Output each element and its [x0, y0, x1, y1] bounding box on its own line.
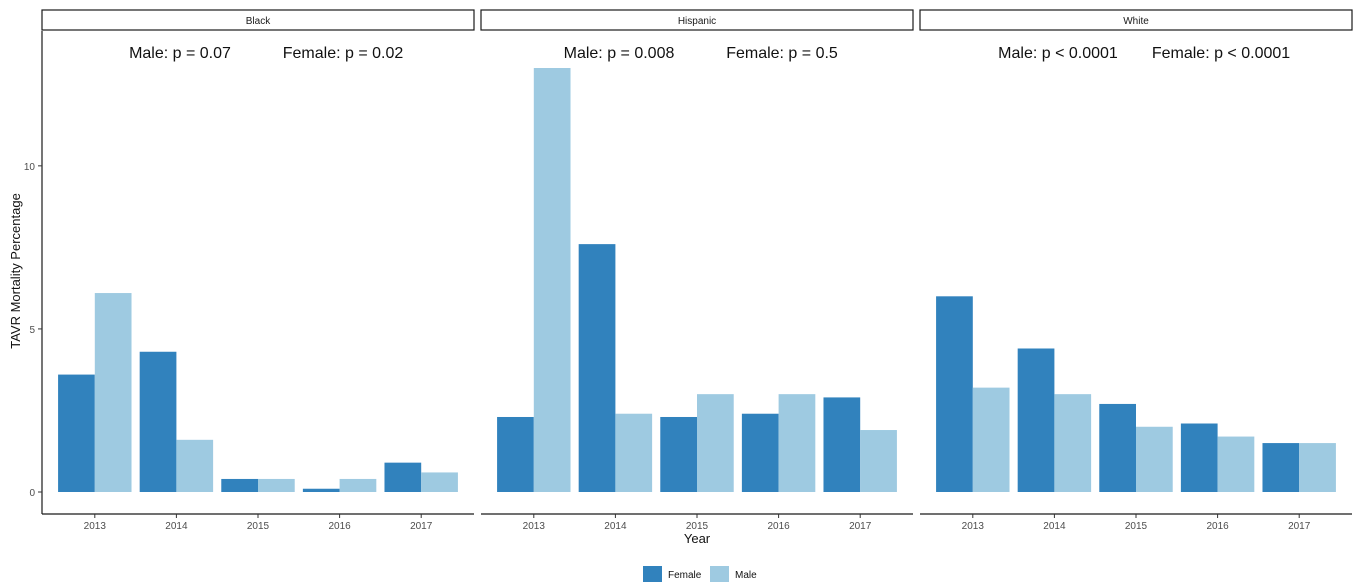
- bar-female-2014: [139, 351, 177, 492]
- bar-male-2017: [860, 430, 897, 492]
- male-p-annotation: Male: p < 0.0001: [998, 45, 1118, 62]
- x-axis-title: Year: [684, 531, 711, 546]
- strip-label: Black: [246, 16, 271, 27]
- strip-box: [919, 9, 1353, 31]
- male-p-annotation: Male: p = 0.07: [129, 45, 231, 62]
- x-tick-label: 2015: [247, 521, 270, 532]
- bar-female-2015: [221, 478, 258, 492]
- male-p-annotation: Male: p = 0.008: [564, 45, 675, 62]
- legend-label-female: Female: [668, 570, 702, 581]
- strip-label: Hispanic: [678, 16, 716, 27]
- legend-key-female: [643, 566, 662, 582]
- x-tick-label: 2015: [1125, 521, 1148, 532]
- bar-male-2014: [615, 413, 653, 492]
- strip-box: [480, 9, 914, 31]
- bar-female-2017: [384, 462, 422, 492]
- bar-female-2013: [58, 374, 95, 492]
- x-tick-label: 2015: [686, 521, 709, 532]
- bar-male-2016: [339, 478, 377, 492]
- x-tick-label: 2014: [165, 521, 188, 532]
- bar-male-2013: [533, 68, 571, 492]
- bar-male-2013: [972, 387, 1010, 492]
- legend: Female Male: [643, 566, 757, 582]
- bar-female-2013: [936, 296, 973, 492]
- y-axis-title: TAVR Mortality Percentage: [8, 193, 23, 349]
- bar-male-2015: [1136, 426, 1173, 492]
- panel-hispanic: Hispanic Male: p = 0.008 Female: p = 0.5 20…: [480, 9, 914, 532]
- female-p-annotation: Female: p = 0.02: [283, 45, 404, 62]
- bar-male-2017: [421, 472, 458, 492]
- bar-female-2016: [302, 488, 340, 492]
- female-p-annotation: Female: p = 0.5: [726, 45, 838, 62]
- legend-label-male: Male: [735, 570, 757, 581]
- bar-female-2016: [1180, 423, 1218, 492]
- panel-white: White Male: p < 0.0001 Female: p < 0.0001 2…: [919, 9, 1353, 532]
- bar-female-2015: [660, 416, 697, 492]
- legend-key-male: [710, 566, 729, 582]
- bar-male-2017: [1299, 443, 1336, 492]
- bar-male-2013: [94, 293, 132, 492]
- x-tick-label: 2014: [1043, 521, 1066, 532]
- bar-female-2017: [1262, 443, 1300, 492]
- x-tick-label: 2017: [410, 521, 433, 532]
- x-tick-label: 2016: [767, 521, 790, 532]
- bar-male-2016: [1217, 436, 1255, 492]
- bar-male-2015: [697, 394, 734, 492]
- x-tick-label: 2014: [604, 521, 627, 532]
- bar-male-2016: [778, 394, 816, 492]
- bar-female-2017: [823, 397, 861, 492]
- bar-male-2015: [258, 478, 295, 492]
- x-tick-label: 2013: [962, 521, 985, 532]
- bar-female-2015: [1099, 403, 1136, 492]
- y-tick-label: 5: [29, 325, 35, 336]
- y-tick-label: 0: [29, 488, 35, 499]
- x-tick-label: 2013: [523, 521, 546, 532]
- panels-group: Black Male: p = 0.07 Female: p = 0.02 0 5 10 2…: [24, 9, 1353, 532]
- bar-male-2014: [1054, 394, 1092, 492]
- y-tick-label: 10: [24, 162, 36, 173]
- x-tick-label: 2016: [328, 521, 351, 532]
- bar-female-2014: [1017, 348, 1055, 492]
- x-tick-label: 2017: [849, 521, 872, 532]
- bar-male-2014: [176, 439, 214, 492]
- bar-female-2013: [497, 416, 534, 492]
- strip-label: White: [1123, 16, 1149, 27]
- x-tick-label: 2016: [1206, 521, 1229, 532]
- female-p-annotation: Female: p < 0.0001: [1152, 45, 1290, 62]
- x-tick-label: 2017: [1288, 521, 1311, 532]
- bar-female-2016: [741, 413, 779, 492]
- panel-black: Black Male: p = 0.07 Female: p = 0.02 0 5 10 2…: [24, 9, 475, 532]
- x-tick-label: 2013: [84, 521, 107, 532]
- bar-female-2014: [578, 244, 616, 492]
- strip-box: [41, 9, 475, 31]
